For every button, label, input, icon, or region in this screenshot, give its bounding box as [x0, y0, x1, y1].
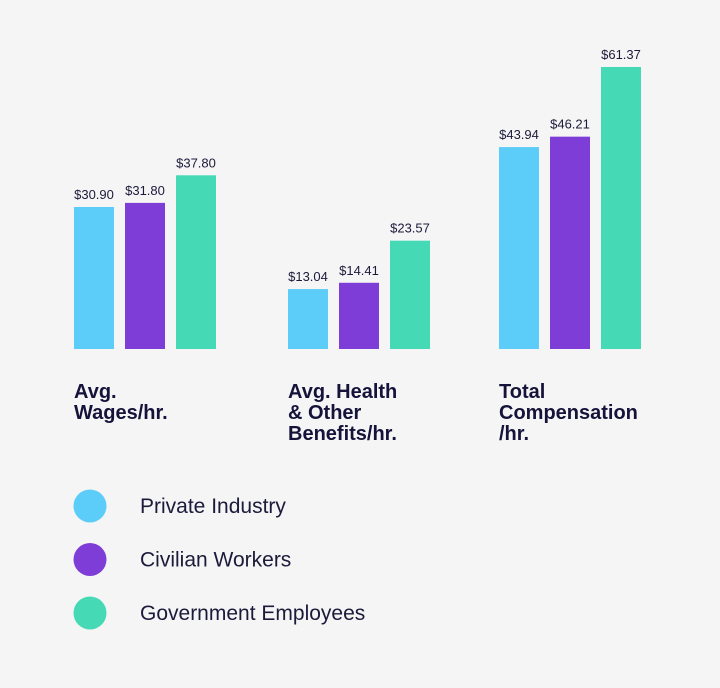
- legend-label: Civilian Workers: [140, 549, 291, 572]
- data-label: $14.41: [339, 263, 379, 278]
- legend-label: Government Employees: [140, 602, 365, 625]
- category-label: Wages/hr.: [74, 402, 168, 424]
- bar: [74, 207, 114, 349]
- bars-layer: $30.90 $31.80 $37.80 $13.04 $14.41 $23.57 $43.…: [74, 47, 641, 349]
- bar: [176, 175, 216, 349]
- data-label: $46.21: [550, 117, 590, 132]
- bar: [339, 282, 379, 349]
- category-labels: Avg.Wages/hr. Avg. Health& OtherBenefits/…: [74, 381, 638, 445]
- category-label: Total: [499, 381, 545, 403]
- category-label: /hr.: [499, 423, 529, 445]
- data-label: $30.90: [74, 187, 114, 202]
- data-label: $13.04: [288, 269, 328, 284]
- legend-swatch: [73, 543, 107, 576]
- category-label: Benefits/hr.: [288, 423, 397, 445]
- category-label: Avg.: [74, 381, 117, 403]
- data-label: $23.57: [390, 221, 430, 236]
- bar: [550, 136, 590, 349]
- legend-swatch: [73, 596, 107, 630]
- category-label: Compensation: [499, 402, 638, 424]
- data-label: $43.94: [499, 127, 539, 142]
- bar: [288, 289, 328, 349]
- bar: [499, 147, 539, 349]
- legend-label: Private Industry: [140, 495, 286, 518]
- data-label: $31.80: [125, 183, 165, 198]
- data-label: $37.80: [176, 155, 216, 170]
- bar: [390, 240, 430, 349]
- category-label: Avg. Health: [288, 381, 397, 403]
- bar: [601, 67, 641, 349]
- category-label: & Other: [288, 402, 362, 424]
- legend-swatch: [73, 489, 107, 523]
- bar: [125, 202, 165, 349]
- legend: Private Industry Civilian Workers Governme…: [73, 489, 365, 630]
- data-label: $61.37: [601, 47, 641, 62]
